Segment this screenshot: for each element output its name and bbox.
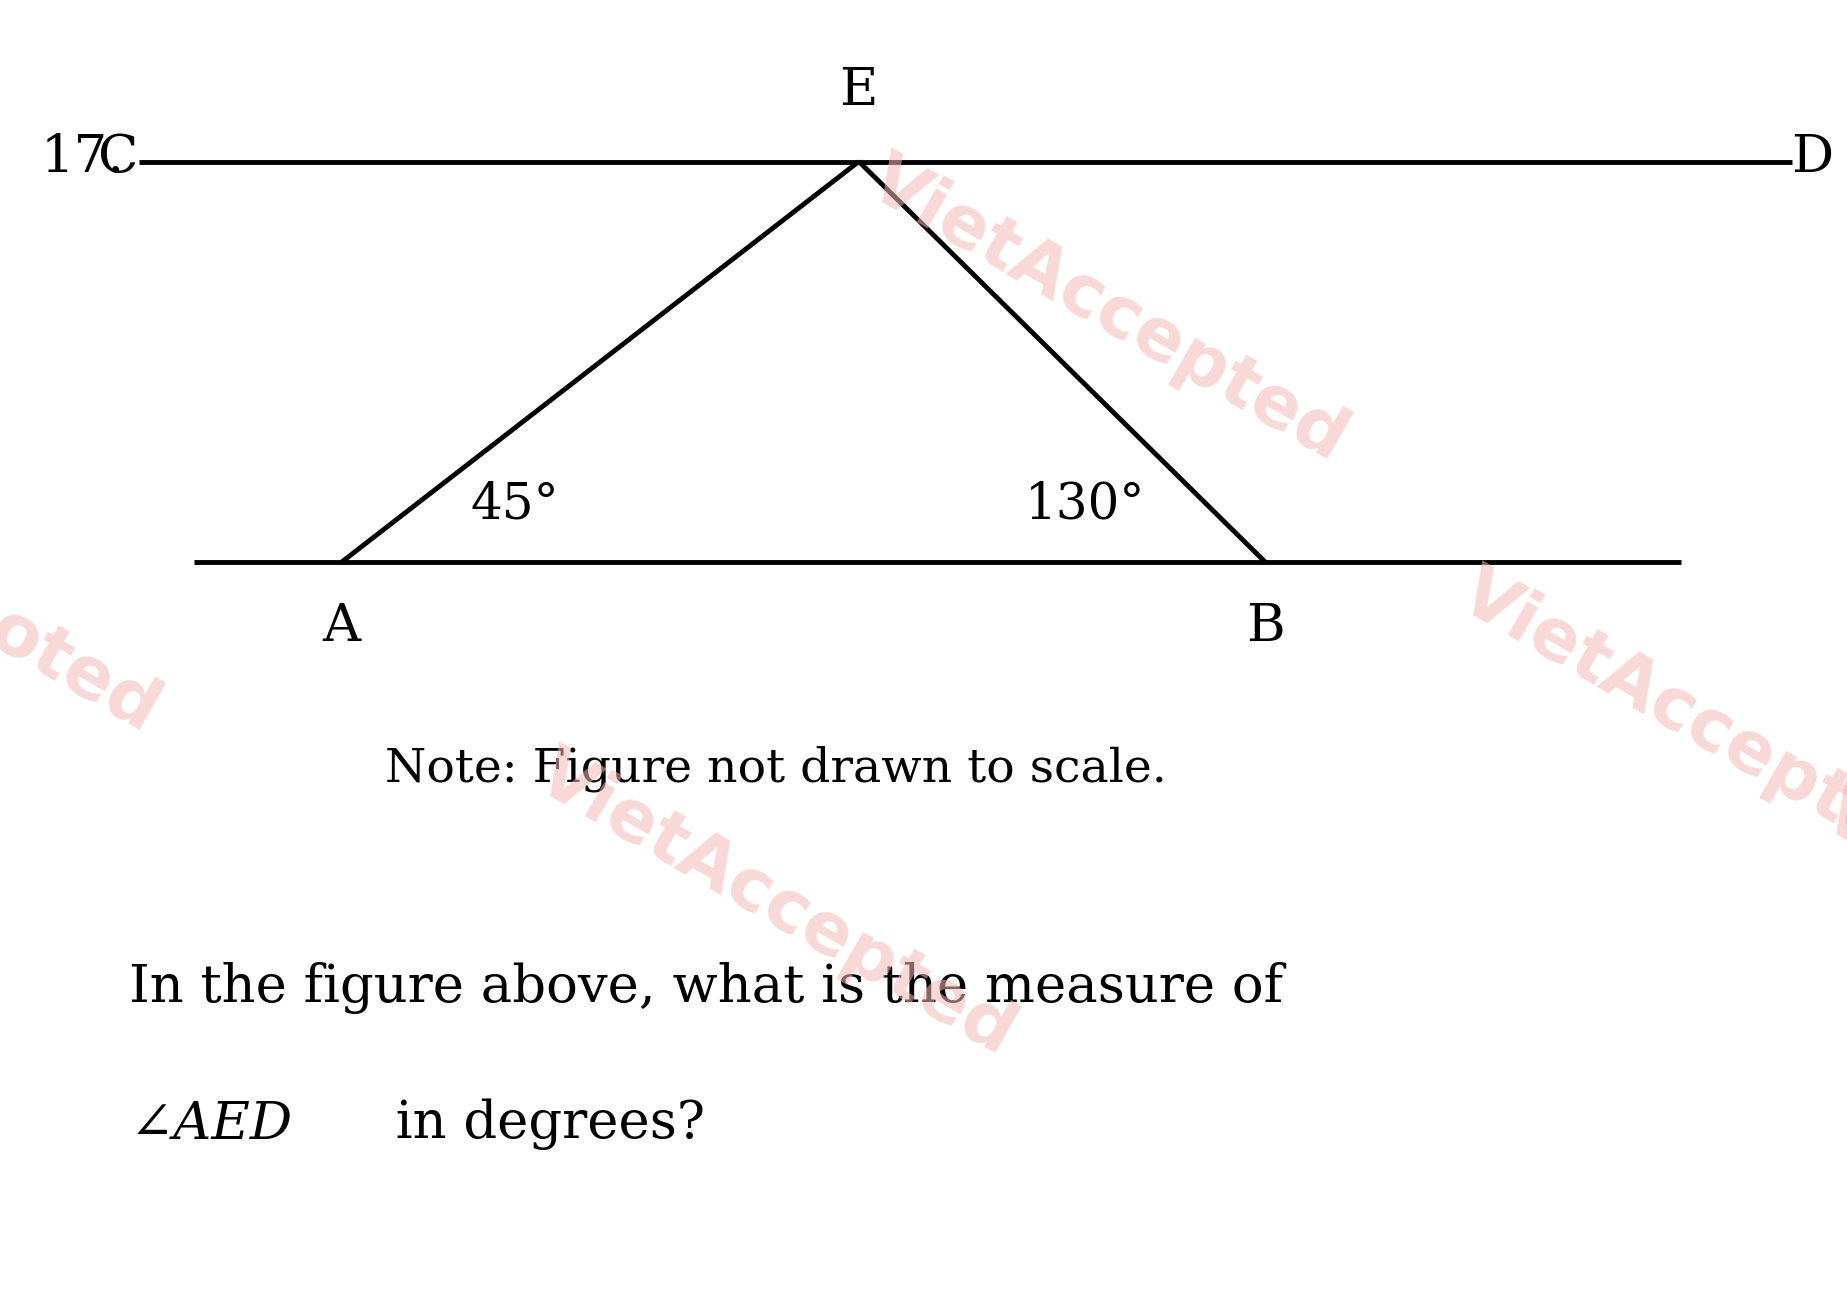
Text: B: B <box>1247 601 1284 651</box>
Text: C: C <box>98 132 139 183</box>
Text: VietAccepted: VietAccepted <box>525 739 1027 1070</box>
Text: A: A <box>323 601 360 651</box>
Text: Vie: Vie <box>1812 778 1847 902</box>
Text: VietAccepted: VietAccepted <box>857 145 1359 475</box>
Text: ∠AED: ∠AED <box>129 1098 292 1150</box>
Text: 17.: 17. <box>41 132 124 183</box>
Text: oted: oted <box>0 596 172 748</box>
Text: 45°: 45° <box>471 481 560 530</box>
Text: D: D <box>1792 132 1834 183</box>
Text: Note: Figure not drawn to scale.: Note: Figure not drawn to scale. <box>384 745 1167 792</box>
Text: E: E <box>840 66 877 116</box>
Text: 130°: 130° <box>1025 481 1145 530</box>
Text: In the figure above, what is the measure of: In the figure above, what is the measure… <box>129 963 1284 1014</box>
Text: in degrees?: in degrees? <box>379 1098 706 1150</box>
Text: VietAccepted: VietAccepted <box>1448 558 1847 889</box>
